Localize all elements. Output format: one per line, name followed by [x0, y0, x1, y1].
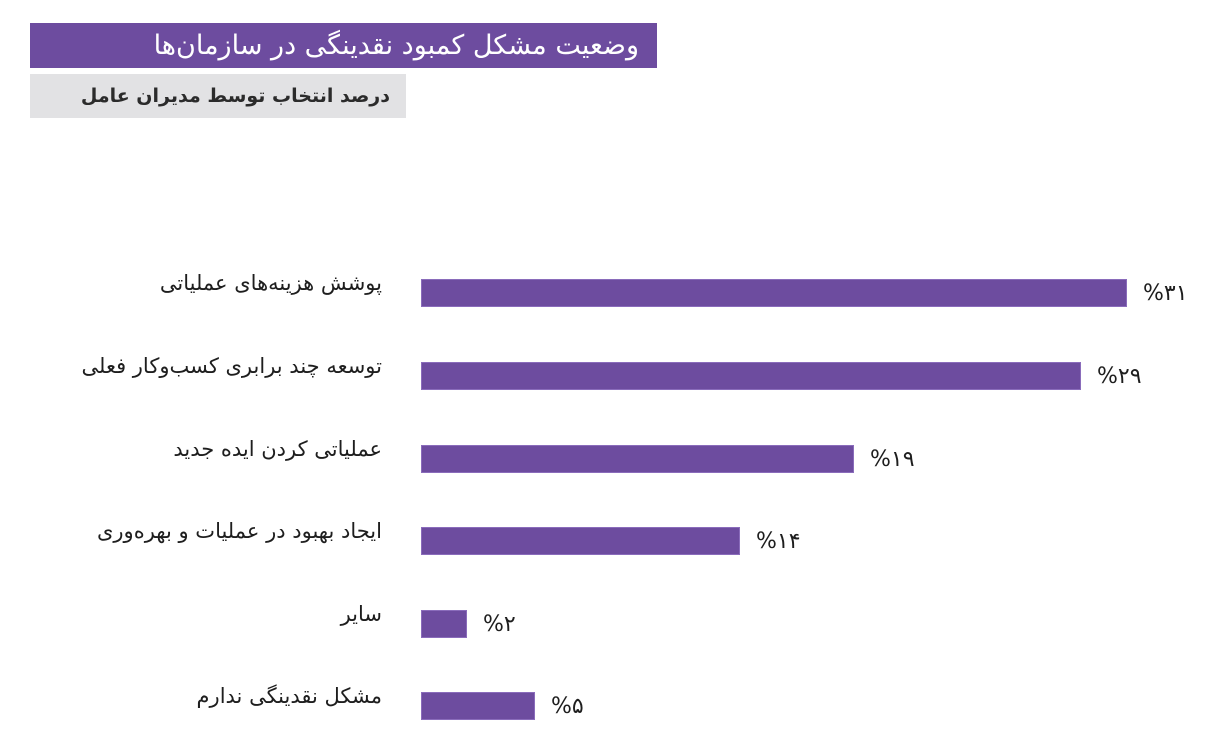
- chart-subtitle-banner: درصد انتخاب توسط مدیران عامل: [30, 74, 406, 118]
- bar-row: توسعه چند برابری کسب‌وکار فعلی %۲۹: [0, 354, 1217, 390]
- category-label: پوشش هزینه‌های عملیاتی: [159, 271, 382, 295]
- bar: [421, 362, 1081, 390]
- value-label: %۱۹: [870, 447, 915, 472]
- bar-row: مشکل نقدینگی ندارم %۵: [0, 684, 1217, 720]
- chart-subtitle: درصد انتخاب توسط مدیران عامل: [80, 85, 390, 107]
- bar-row: سایر %۲: [0, 602, 1217, 638]
- category-label: سایر: [340, 602, 382, 626]
- bar: [421, 692, 535, 720]
- bar: [421, 445, 854, 473]
- value-label: %۵: [551, 694, 584, 719]
- bar: [421, 527, 740, 555]
- category-label: توسعه چند برابری کسب‌وکار فعلی: [81, 354, 382, 378]
- category-label: عملیاتی کردن ایده جدید: [173, 437, 382, 461]
- value-label: %۲۹: [1097, 364, 1142, 389]
- bar-row: پوشش هزینه‌های عملیاتی %۳۱: [0, 271, 1217, 307]
- value-label: %۳۱: [1143, 281, 1188, 306]
- bar: [421, 610, 467, 638]
- bar-row: عملیاتی کردن ایده جدید %۱۹: [0, 437, 1217, 473]
- value-label: %۱۴: [756, 529, 801, 554]
- chart-title-banner: وضعیت مشکل کمبود نقدینگی در سازمان‌ها: [30, 23, 657, 68]
- bar: [421, 279, 1127, 307]
- category-label: مشکل نقدینگی ندارم: [196, 684, 382, 708]
- value-label: %۲: [483, 612, 516, 637]
- chart-title: وضعیت مشکل کمبود نقدینگی در سازمان‌ها: [153, 30, 639, 61]
- category-label: ایجاد بهبود در عملیات و بهره‌وری: [96, 519, 382, 543]
- bar-row: ایجاد بهبود در عملیات و بهره‌وری %۱۴: [0, 519, 1217, 555]
